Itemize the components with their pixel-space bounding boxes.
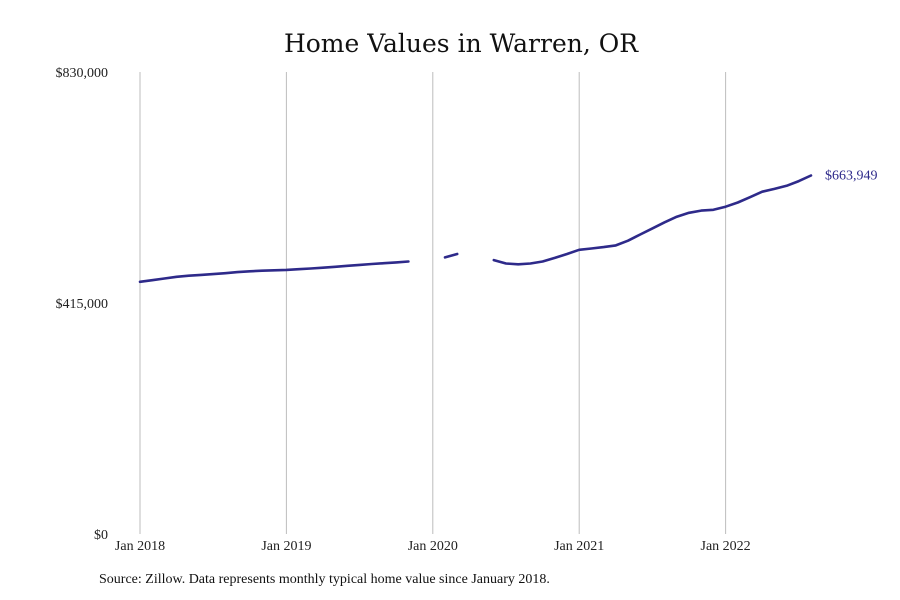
y-tick-label: $0	[94, 528, 108, 543]
x-tick-label: Jan 2019	[261, 539, 311, 554]
y-axis-ticks: $0 $415,000 $830,000	[56, 66, 109, 543]
series-line-segment	[492, 174, 813, 266]
y-tick-label: $415,000	[56, 297, 109, 312]
series-layer	[138, 174, 813, 284]
x-tick-label: Jan 2022	[701, 539, 751, 554]
latest-value-label: $663,949	[825, 169, 878, 184]
series-line-segment	[443, 252, 459, 259]
grid-layer	[139, 72, 727, 534]
series-line-segment	[138, 260, 410, 284]
y-tick-label: $830,000	[56, 66, 109, 81]
source-note: Source: Zillow. Data represents monthly …	[99, 572, 550, 587]
x-tick-label: Jan 2020	[408, 539, 458, 554]
x-tick-label: Jan 2021	[554, 539, 604, 554]
x-tick-label: Jan 2018	[115, 539, 165, 554]
chart-title: Home Values in Warren, OR	[284, 29, 639, 58]
x-axis-ticks: Jan 2018 Jan 2019 Jan 2020 Jan 2021 Jan 2022	[115, 539, 751, 554]
